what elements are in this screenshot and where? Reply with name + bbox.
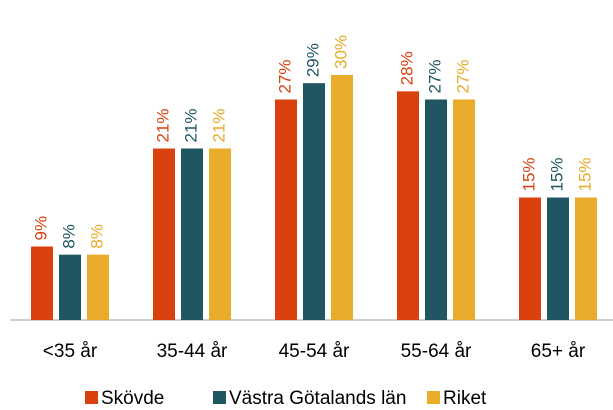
data-label: 30% (331, 35, 350, 69)
legend-swatch (427, 391, 440, 404)
data-label: 15% (575, 157, 594, 191)
bar (31, 246, 53, 320)
legend-label: Skövde (101, 388, 164, 409)
legend-label: Västra Götalands län (229, 388, 406, 409)
bar (397, 91, 419, 320)
data-label: 27% (275, 59, 294, 93)
data-label: 21% (209, 108, 228, 142)
x-tick-label: 65+ år (531, 341, 586, 362)
x-tick-label: 45-54 år (279, 341, 350, 362)
bar (87, 254, 109, 320)
data-label: 28% (397, 51, 416, 85)
data-label: 21% (153, 108, 172, 142)
bar (547, 197, 569, 320)
data-label: 9% (31, 216, 50, 241)
data-label: 27% (453, 59, 472, 93)
bar (519, 197, 541, 320)
bar (453, 99, 475, 320)
data-label: 29% (303, 43, 322, 77)
bar (209, 148, 231, 320)
x-tick-label: 35-44 år (157, 341, 228, 362)
x-tick-label: 55-64 år (401, 341, 472, 362)
bar (275, 99, 297, 320)
bar (425, 99, 447, 320)
bar (153, 148, 175, 320)
bar (331, 75, 353, 320)
bar (59, 254, 81, 320)
bar (303, 83, 325, 321)
data-label: 8% (87, 224, 106, 249)
data-label: 27% (425, 59, 444, 93)
legend-swatch (213, 391, 226, 404)
legend-swatch (85, 391, 98, 404)
x-tick-label: <35 år (43, 341, 98, 362)
bar (575, 197, 597, 320)
legend-label: Riket (443, 388, 487, 409)
data-label: 15% (519, 157, 538, 191)
data-label: 15% (547, 157, 566, 191)
data-label: 21% (181, 108, 200, 142)
bar (181, 148, 203, 320)
data-label: 8% (59, 224, 78, 249)
